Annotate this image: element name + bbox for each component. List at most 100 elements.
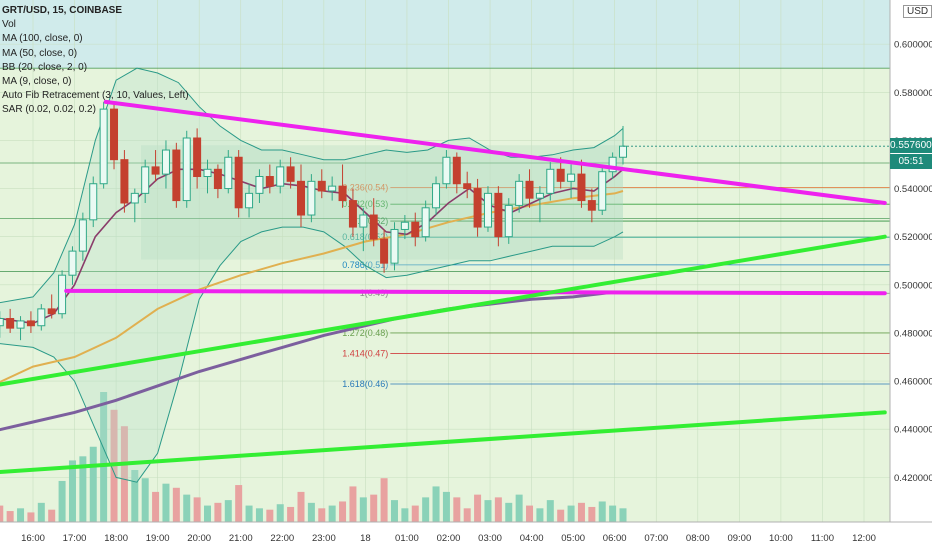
candle [182,130,191,208]
x-tick-label-7: 23:00 [312,533,336,544]
candle-body [421,207,430,238]
volume-bar [193,497,201,522]
candle [255,169,264,203]
x-tick-label-20: 12:00 [852,533,876,544]
indicator-ma9[interactable]: MA (9, close, 0) [2,76,72,88]
volume-bar [0,505,4,522]
volume-bar [152,491,160,522]
trendline-green-lower [0,410,887,474]
candle-body [172,149,181,202]
candle [473,178,482,237]
volume-bar [89,446,97,522]
x-tick-label-11: 03:00 [478,533,502,544]
candle [265,164,274,194]
candle [89,176,98,228]
candle [193,128,202,189]
indicator-ma50[interactable]: MA (50, close, 0) [2,47,78,59]
candle-body [203,168,212,178]
candle-body [16,320,25,329]
last-price-tag: 0.55760000 [890,138,932,154]
symbol-title[interactable]: GRT/USD, 15, COINBASE [2,5,123,16]
volume-bar [120,426,128,522]
x-tick-label-19: 11:00 [811,533,834,544]
y-tick-label-2: 0.46000000 [894,377,932,388]
candlesticks [0,101,628,341]
candle [224,150,233,194]
ma100-line [0,290,623,432]
volume-bar [255,508,263,522]
volume-bar [141,478,149,522]
currency-label[interactable]: USD [903,5,932,18]
volume-bar [224,500,232,522]
volume-bar [567,505,575,522]
y-tick-label-0: 0.42000000 [894,473,932,484]
candle [234,150,243,218]
candle [37,304,46,331]
candle [296,164,305,228]
candle-body [348,200,357,228]
volume-bar [276,504,284,522]
time-axis-background [0,522,932,550]
candle-body [265,176,274,187]
volume-bar [598,501,606,522]
price-axis-background [890,0,932,550]
x-tick-label-18: 10:00 [769,533,793,544]
candle-body [120,159,129,204]
candle [120,150,129,213]
candle-body [608,156,617,173]
candle-body [587,200,596,211]
candle [6,308,15,333]
volume-bar [131,470,139,522]
trendline-green-upper [0,234,887,387]
candle-body [234,156,243,209]
candle [245,183,254,218]
y-tick-label-3: 0.48000000 [894,328,932,339]
candle-body [99,108,108,185]
volume-bar [557,509,565,522]
candle-body [276,166,285,187]
y-tick-label-1: 0.44000000 [894,425,932,436]
volume-bar [494,497,502,522]
candle-body [161,149,170,175]
candle [58,270,67,319]
candle [203,159,212,194]
candle [515,174,524,213]
candle [567,164,576,199]
candle-body [0,318,4,327]
candle [276,159,285,194]
candle-body [463,183,472,190]
y-tick-label-5: 0.52000000 [894,232,932,243]
candle [110,104,119,170]
trendline-magenta-upper [103,99,887,205]
volume-bar [183,494,191,522]
indicator-vol[interactable]: Vol [2,19,16,31]
chart-legend: GRT/USD, 15, COINBASE Vol MA (100, close… [2,4,189,118]
candle [432,176,441,216]
indicator-sar[interactable]: SAR (0.02, 0.02, 0.2) [2,104,96,116]
volume-bar [619,508,627,522]
volume-bar [307,502,315,522]
volume-bar [339,501,347,522]
volume-bar [37,502,45,522]
candle [504,198,513,244]
candle [494,186,503,247]
candle [598,164,607,216]
indicator-ma100[interactable]: MA (100, close, 0) [2,33,83,45]
volume-bar [390,500,398,522]
candle-body [328,185,337,192]
candle [421,200,430,242]
volume-bar [58,480,66,522]
candle-body [577,173,586,202]
volume-bar [432,486,440,522]
candle [348,188,357,237]
indicator-fib[interactable]: Auto Fib Retracement (3, 10, Values, Lef… [2,90,189,102]
bollinger-lower-line [0,226,624,483]
volume-bar [48,509,56,522]
ma50-line [0,190,624,384]
candle [317,169,326,199]
x-tick-label-6: 22:00 [270,533,294,544]
indicator-bb[interactable]: BB (20, close, 2, 0) [2,61,88,73]
candle-body [380,238,389,264]
